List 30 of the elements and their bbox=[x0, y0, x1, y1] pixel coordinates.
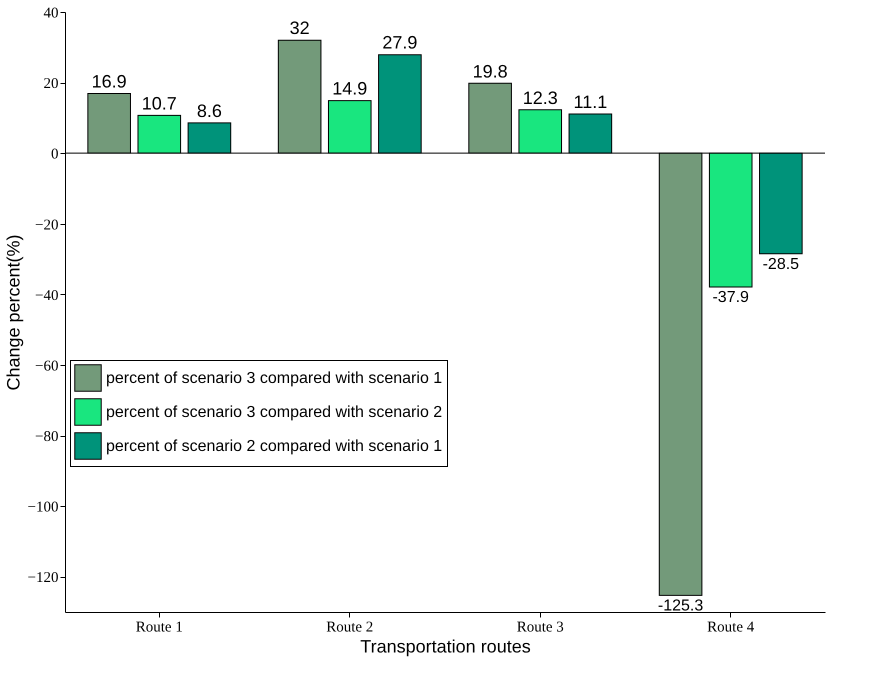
data-label: 14.9 bbox=[332, 78, 368, 99]
legend-label: percent of scenario 3 compared with scenario 1 bbox=[106, 370, 442, 387]
y-tick-label: 20 bbox=[44, 76, 58, 92]
data-label: -125.3 bbox=[658, 597, 704, 614]
y-tick-label: 0 bbox=[51, 146, 58, 163]
data-label: 12.3 bbox=[522, 88, 558, 108]
y-tick-label: −80 bbox=[35, 429, 58, 446]
data-label: -37.9 bbox=[712, 288, 750, 306]
y-axis-title: Change percent(%) bbox=[4, 234, 24, 391]
data-label: 16.9 bbox=[92, 72, 127, 92]
data-label: 10.7 bbox=[142, 93, 177, 114]
data-label: 32 bbox=[290, 18, 310, 38]
x-tick-label: Route 4 bbox=[707, 620, 755, 636]
y-tick-label: −40 bbox=[35, 288, 58, 304]
x-axis-title: Transportation routes bbox=[360, 636, 531, 656]
x-tick-label: Route 3 bbox=[516, 620, 564, 636]
x-tick-label: Route 1 bbox=[136, 620, 183, 636]
y-tick-label: −100 bbox=[28, 500, 58, 516]
data-label: 19.8 bbox=[472, 61, 508, 82]
data-label: -28.5 bbox=[762, 256, 800, 273]
legend-label: percent of scenario 2 compared with scenario 1 bbox=[106, 438, 442, 455]
y-tick-label: −20 bbox=[35, 217, 58, 234]
y-tick-label: 40 bbox=[44, 6, 58, 22]
data-label: 11.1 bbox=[574, 92, 608, 112]
y-tick-label: −60 bbox=[35, 358, 58, 374]
legend-label: percent of scenario 3 compared with scenario 2 bbox=[106, 404, 442, 421]
data-label: 27.9 bbox=[382, 32, 418, 53]
data-label: 8.6 bbox=[196, 100, 222, 121]
x-tick-label: Route 2 bbox=[326, 620, 374, 636]
y-tick-label: −120 bbox=[28, 570, 58, 586]
